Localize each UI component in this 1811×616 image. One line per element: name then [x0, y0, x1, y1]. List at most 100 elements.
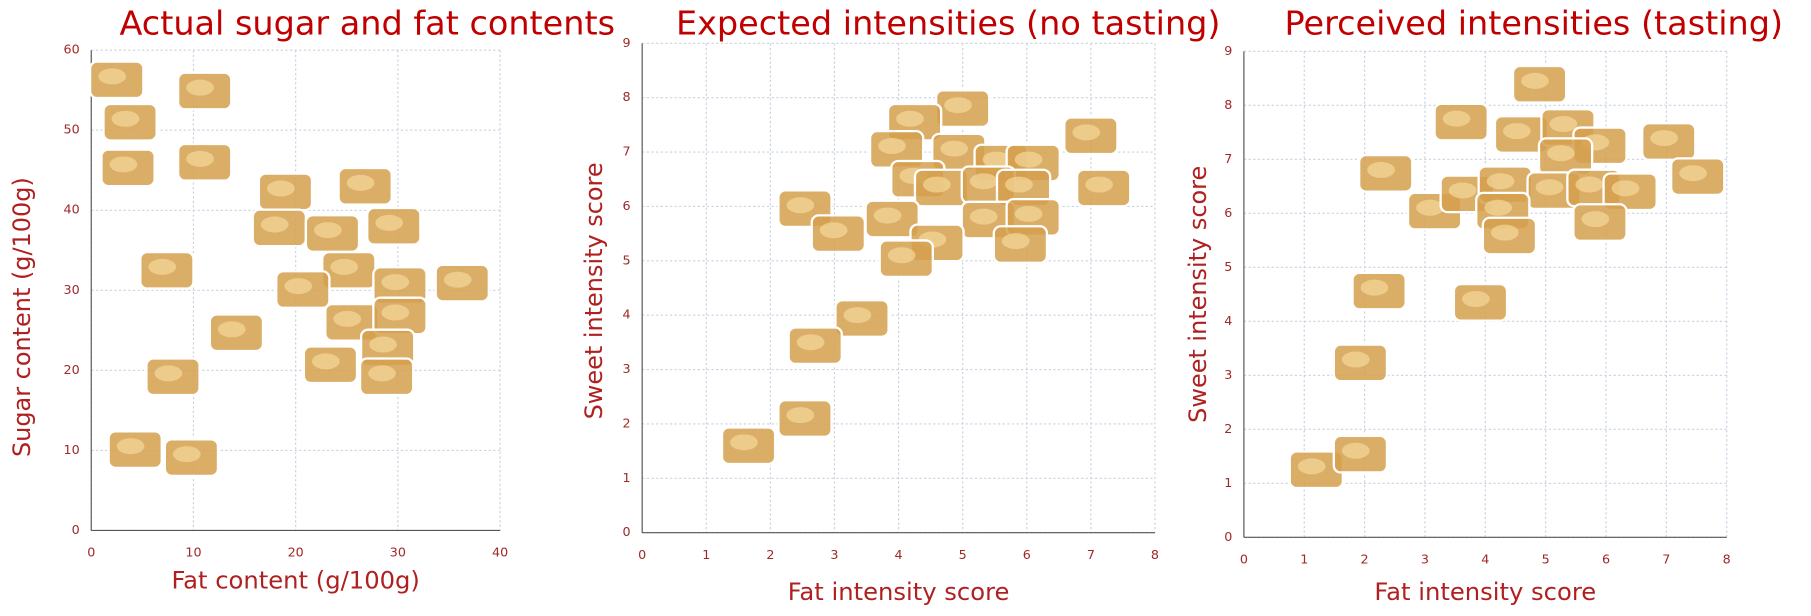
x-tick-label: 6	[1023, 547, 1031, 562]
point-highlight	[1484, 199, 1513, 216]
x-tick-label: 4	[1481, 552, 1489, 567]
y-tick-label: 0	[72, 522, 80, 537]
x-axis-label: Fat intensity score	[1374, 578, 1596, 606]
y-axis-label: Sugar content (g/100g)	[8, 177, 36, 457]
y-tick-label: 10	[64, 442, 80, 457]
point-highlight	[940, 140, 969, 157]
point-highlight	[375, 214, 404, 231]
y-tick-label: 7	[1224, 151, 1232, 166]
point-highlight	[843, 307, 872, 324]
point-highlight	[186, 79, 214, 96]
point-highlight	[1535, 179, 1564, 196]
x-tick-label: 3	[1421, 552, 1429, 567]
y-axis-label: Sweet intensity score	[580, 162, 608, 419]
point-highlight	[1005, 176, 1033, 193]
y-tick-label: 0	[623, 524, 631, 539]
x-tick-label: 10	[185, 545, 201, 560]
point-highlight	[1014, 151, 1043, 168]
point-highlight	[266, 180, 295, 197]
x-tick-label: 7	[1662, 552, 1670, 567]
point-highlight	[1341, 442, 1370, 459]
point-highlight	[923, 176, 951, 193]
x-tick-label: 1	[702, 547, 710, 562]
point-highlight	[969, 173, 998, 190]
point-highlight	[969, 208, 998, 225]
y-tick-label: 50	[64, 122, 80, 137]
x-tick-label: 6	[1602, 552, 1610, 567]
y-tick-label: 6	[623, 198, 631, 213]
point-highlight	[172, 446, 201, 463]
y-tick-label: 8	[1224, 97, 1232, 112]
y-tick-label: 0	[1224, 529, 1232, 544]
point-highlight	[944, 97, 972, 114]
y-tick-label: 6	[1224, 205, 1232, 220]
point-highlight	[786, 407, 815, 424]
point-highlight	[796, 334, 825, 351]
y-tick-label: 3	[1224, 367, 1232, 382]
point-highlight	[333, 310, 362, 327]
point-highlight	[1650, 130, 1678, 147]
y-tick-label: 2	[1224, 421, 1232, 436]
point-highlight	[887, 247, 916, 264]
point-highlight	[878, 137, 906, 154]
point-highlight	[217, 321, 246, 338]
y-tick-label: 1	[623, 470, 631, 485]
point-highlight	[346, 174, 375, 191]
point-highlight	[109, 156, 138, 173]
point-highlight	[1549, 116, 1578, 133]
point-highlight	[1297, 458, 1326, 475]
y-tick-label: 7	[623, 144, 631, 159]
point-highlight	[1461, 291, 1490, 307]
y-axis-label: Sweet intensity score	[1184, 166, 1212, 423]
y-tick-label: 40	[64, 202, 80, 217]
point-highlight	[1448, 182, 1477, 199]
point-highlight	[1442, 110, 1471, 127]
y-tick-label: 8	[623, 89, 631, 104]
point-highlight	[896, 110, 924, 127]
point-highlight	[873, 207, 902, 224]
point-highlight	[1072, 124, 1101, 141]
point-highlight	[313, 222, 342, 239]
point-highlight	[1521, 72, 1549, 89]
point-highlight	[786, 197, 815, 214]
x-tick-label: 8	[1151, 547, 1159, 562]
point-highlight	[1547, 145, 1575, 162]
point-highlight	[1486, 173, 1515, 190]
point-highlight	[111, 110, 140, 127]
point-highlight	[1014, 205, 1043, 222]
point-highlight	[98, 68, 127, 85]
y-tick-label: 4	[1224, 313, 1232, 328]
chart-panel: 0 1 2 3 4 5 6 7 8 0 1 2 3 4 5 6 7 8 9 Expected intensities …	[580, 4, 1221, 606]
x-tick-label: 40	[492, 545, 508, 560]
x-tick-label: 5	[1542, 552, 1550, 567]
point-highlight	[311, 353, 340, 370]
point-highlight	[368, 365, 396, 382]
point-highlight	[116, 438, 145, 455]
point-highlight	[1581, 211, 1610, 228]
x-tick-label: 20	[288, 545, 304, 560]
x-tick-label: 5	[959, 547, 967, 562]
x-tick-label: 3	[830, 547, 838, 562]
y-tick-label: 9	[1224, 43, 1232, 58]
point-highlight	[1679, 165, 1707, 182]
point-highlight	[1367, 161, 1395, 178]
x-tick-label: 0	[1240, 552, 1248, 567]
point-highlight	[1575, 176, 1604, 193]
point-highlight	[330, 258, 359, 275]
y-tick-label: 5	[623, 252, 631, 267]
point-highlight	[186, 150, 214, 167]
point-highlight	[284, 278, 313, 295]
point-highlight	[730, 434, 758, 451]
chart-title: Perceived intensities (tasting)	[1285, 4, 1784, 43]
y-tick-label: 60	[64, 42, 80, 57]
point-highlight	[369, 336, 397, 353]
x-tick-label: 2	[766, 547, 774, 562]
chart-title: Expected intensities (no tasting)	[676, 4, 1220, 43]
point-highlight	[148, 258, 177, 275]
y-tick-label: 9	[623, 35, 631, 50]
y-tick-label: 2	[623, 416, 631, 431]
x-tick-label: 8	[1723, 552, 1731, 567]
y-tick-label: 3	[623, 361, 631, 376]
point-highlight	[1611, 180, 1640, 197]
